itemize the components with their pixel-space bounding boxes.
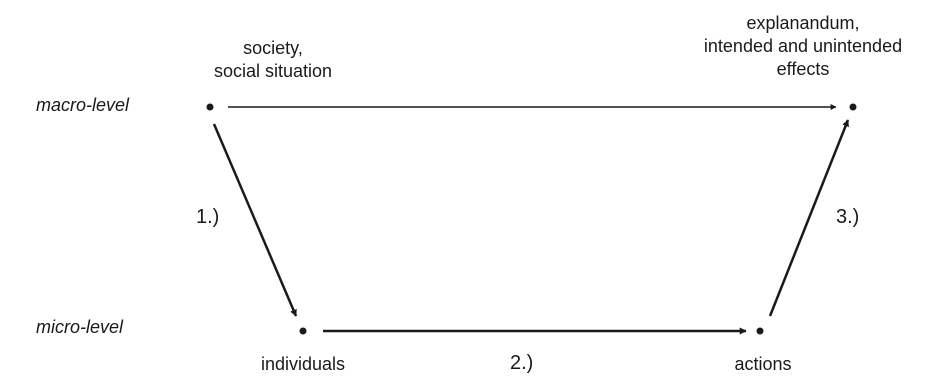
individuals-label: individuals <box>260 354 346 374</box>
explanandum-node <box>849 103 857 111</box>
society-label-line-2: social situation <box>213 61 333 81</box>
macro-level-label: macro-level <box>36 95 130 115</box>
individuals-node <box>299 327 307 335</box>
society-node <box>206 103 214 111</box>
step-1-label: 1.) <box>196 206 220 228</box>
society-label: society, social situation <box>188 37 358 83</box>
actions-label: actions <box>734 354 792 374</box>
arrow-step-3 <box>768 119 850 317</box>
explanandum-label: explanandum, intended and unintended eff… <box>668 12 938 81</box>
explanandum-label-line-1: explanandum, <box>746 13 860 33</box>
actions-node <box>756 327 764 335</box>
society-label-line-1: society, <box>243 38 303 58</box>
explanandum-label-line-3: effects <box>776 59 830 79</box>
step-3-label: 3.) <box>836 206 860 228</box>
explanandum-label-line-2: intended and unintended <box>703 36 903 56</box>
micro-level-label: micro-level <box>36 317 124 337</box>
arrow-step-1 <box>212 123 298 317</box>
step-2-label: 2.) <box>510 352 534 374</box>
